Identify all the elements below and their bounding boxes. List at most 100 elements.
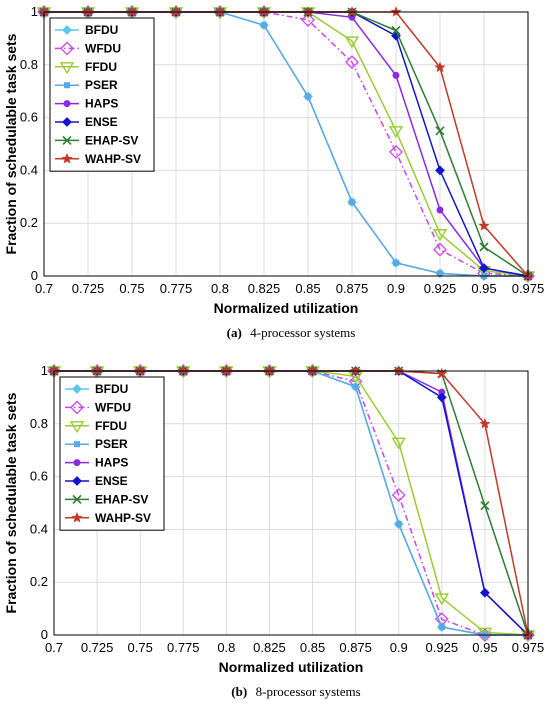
y-axis-label: Fraction of schedulable task sets [3, 392, 19, 613]
legend-marker [72, 476, 82, 486]
legend-item-ense: ENSE [65, 474, 128, 488]
x-tick-label: 0.975 [512, 640, 545, 655]
data-point-wfdu [345, 55, 359, 70]
legend-label: ENSE [95, 474, 128, 488]
legend-label: WFDU [95, 400, 131, 414]
legend-item-ense: ENSE [55, 115, 118, 129]
data-point-pser [438, 624, 445, 631]
y-tick-labels: 0 0.2 0.4 0.6 0.8 1 [20, 4, 38, 283]
legend: BFDU WFDU FFDU PSER HAPS ENSE EHAP-SV WAHP-SV [49, 17, 155, 172]
legend-item-wahp-sv: WAHP-SV [65, 511, 151, 525]
legend-item-haps: HAPS [65, 456, 128, 470]
legend-label: PSER [85, 78, 118, 92]
x-tick-labels: 0.7 0.725 0.75 0.775 0.8 0.825 0.85 0.875 0.9 0.9… [35, 281, 544, 296]
y-tick-label: 0.2 [20, 215, 38, 230]
legend: BFDU WFDU FFDU PSER HAPS ENSE EHAP-SV WAHP-SV [59, 376, 165, 531]
legend-marker [62, 117, 72, 127]
data-point-ense [479, 587, 490, 598]
legend-item-pser: PSER [65, 437, 128, 451]
y-tick-label: 0 [41, 627, 48, 642]
caption-label: (a) [227, 325, 242, 340]
legend-label: EHAP-SV [95, 492, 148, 506]
x-tick-label: 0.925 [424, 281, 457, 296]
y-tick-label: 0.2 [30, 574, 48, 589]
x-tick-label: 0.725 [72, 281, 105, 296]
legend-label: HAPS [85, 97, 118, 111]
data-point-ffdu [432, 229, 448, 242]
data-point-ense [436, 392, 447, 403]
legend-item-ehap-sv: EHAP-SV [55, 133, 138, 147]
data-point-ense [391, 30, 401, 41]
data-point-wahp-sv [479, 418, 491, 429]
data-point-wahp-sv [478, 219, 490, 231]
caption-label: (b) [231, 684, 247, 699]
y-tick-label: 0.8 [30, 416, 48, 431]
data-point-ffdu [434, 593, 450, 606]
data-point-pser [305, 93, 311, 100]
data-point-haps [436, 206, 444, 214]
legend-marker [60, 41, 74, 56]
data-point-wahp-sv [436, 367, 448, 379]
x-tick-label: 0.925 [426, 640, 459, 655]
x-tick-label: 0.95 [471, 281, 496, 296]
legend-marker [69, 421, 85, 434]
caption: (a) 4-processor systems [227, 324, 356, 341]
legend-item-wfdu: WFDU [55, 41, 121, 55]
y-tick-labels: 0 0.2 0.4 0.6 0.8 1 [30, 363, 48, 642]
y-tick-label: 0.8 [20, 57, 38, 72]
legend-item-wfdu: WFDU [65, 400, 131, 414]
legend-marker [62, 135, 72, 145]
legend-marker [62, 25, 72, 35]
legend-label: WAHP-SV [85, 152, 141, 166]
legend-label: BFDU [95, 382, 128, 396]
plot-frame [43, 11, 529, 277]
legend-marker [73, 459, 81, 467]
legend-marker [64, 82, 70, 89]
legend-label: PSER [95, 437, 128, 451]
x-tick-label: 0.825 [253, 640, 286, 655]
x-tick-label: 0.775 [160, 281, 193, 296]
data-point-ehap-sv [391, 25, 401, 36]
legend-marker [63, 100, 71, 108]
data-point-pser [352, 383, 359, 390]
legend-label: EHAP-SV [85, 133, 138, 147]
legend-marker [70, 400, 84, 415]
y-tick-label: 1 [41, 363, 48, 378]
x-axis-label: Normalized utilization [219, 659, 364, 675]
data-point-pser [261, 22, 267, 29]
data-point-ehap-sv [435, 126, 445, 136]
data-point-pser [349, 199, 355, 206]
y-tick-label: 0.6 [20, 110, 38, 125]
x-tick-label: 0.975 [512, 281, 545, 296]
data-point-wfdu [433, 242, 447, 257]
data-point-wfdu [391, 488, 406, 502]
legend-item-bfdu: BFDU [65, 382, 128, 396]
x-tick-label: 0.725 [81, 640, 114, 655]
x-tick-label: 0.95 [472, 640, 497, 655]
x-tick-label: 0.85 [295, 281, 320, 296]
legend-label: WAHP-SV [95, 511, 151, 525]
x-tick-label: 0.85 [300, 640, 325, 655]
legend-marker [59, 62, 75, 75]
x-tick-label: 0.9 [387, 281, 405, 296]
series-line-wfdu [44, 11, 529, 277]
data-point-wfdu [389, 145, 403, 159]
legend-label: WFDU [85, 41, 121, 55]
legend-label: BFDU [85, 23, 118, 37]
legend-item-ffdu: FFDU [65, 419, 127, 434]
legend-marker [72, 384, 82, 394]
y-tick-label: 0.4 [20, 162, 38, 177]
series-line-wfdu [54, 370, 528, 636]
y-tick-label: 0.4 [30, 521, 48, 536]
data-point-ffdu [388, 126, 404, 139]
caption: (b) 8-processor systems [231, 683, 360, 700]
x-tick-label: 0.7 [45, 640, 63, 655]
legend-label: FFDU [85, 60, 117, 74]
legend-item-wahp-sv: WAHP-SV [55, 152, 141, 166]
legend-marker [61, 153, 73, 164]
x-tick-label: 0.875 [339, 640, 372, 655]
legend-item-haps: HAPS [55, 97, 118, 111]
data-point-ehap-sv [480, 501, 490, 511]
plot-frame [53, 370, 529, 636]
